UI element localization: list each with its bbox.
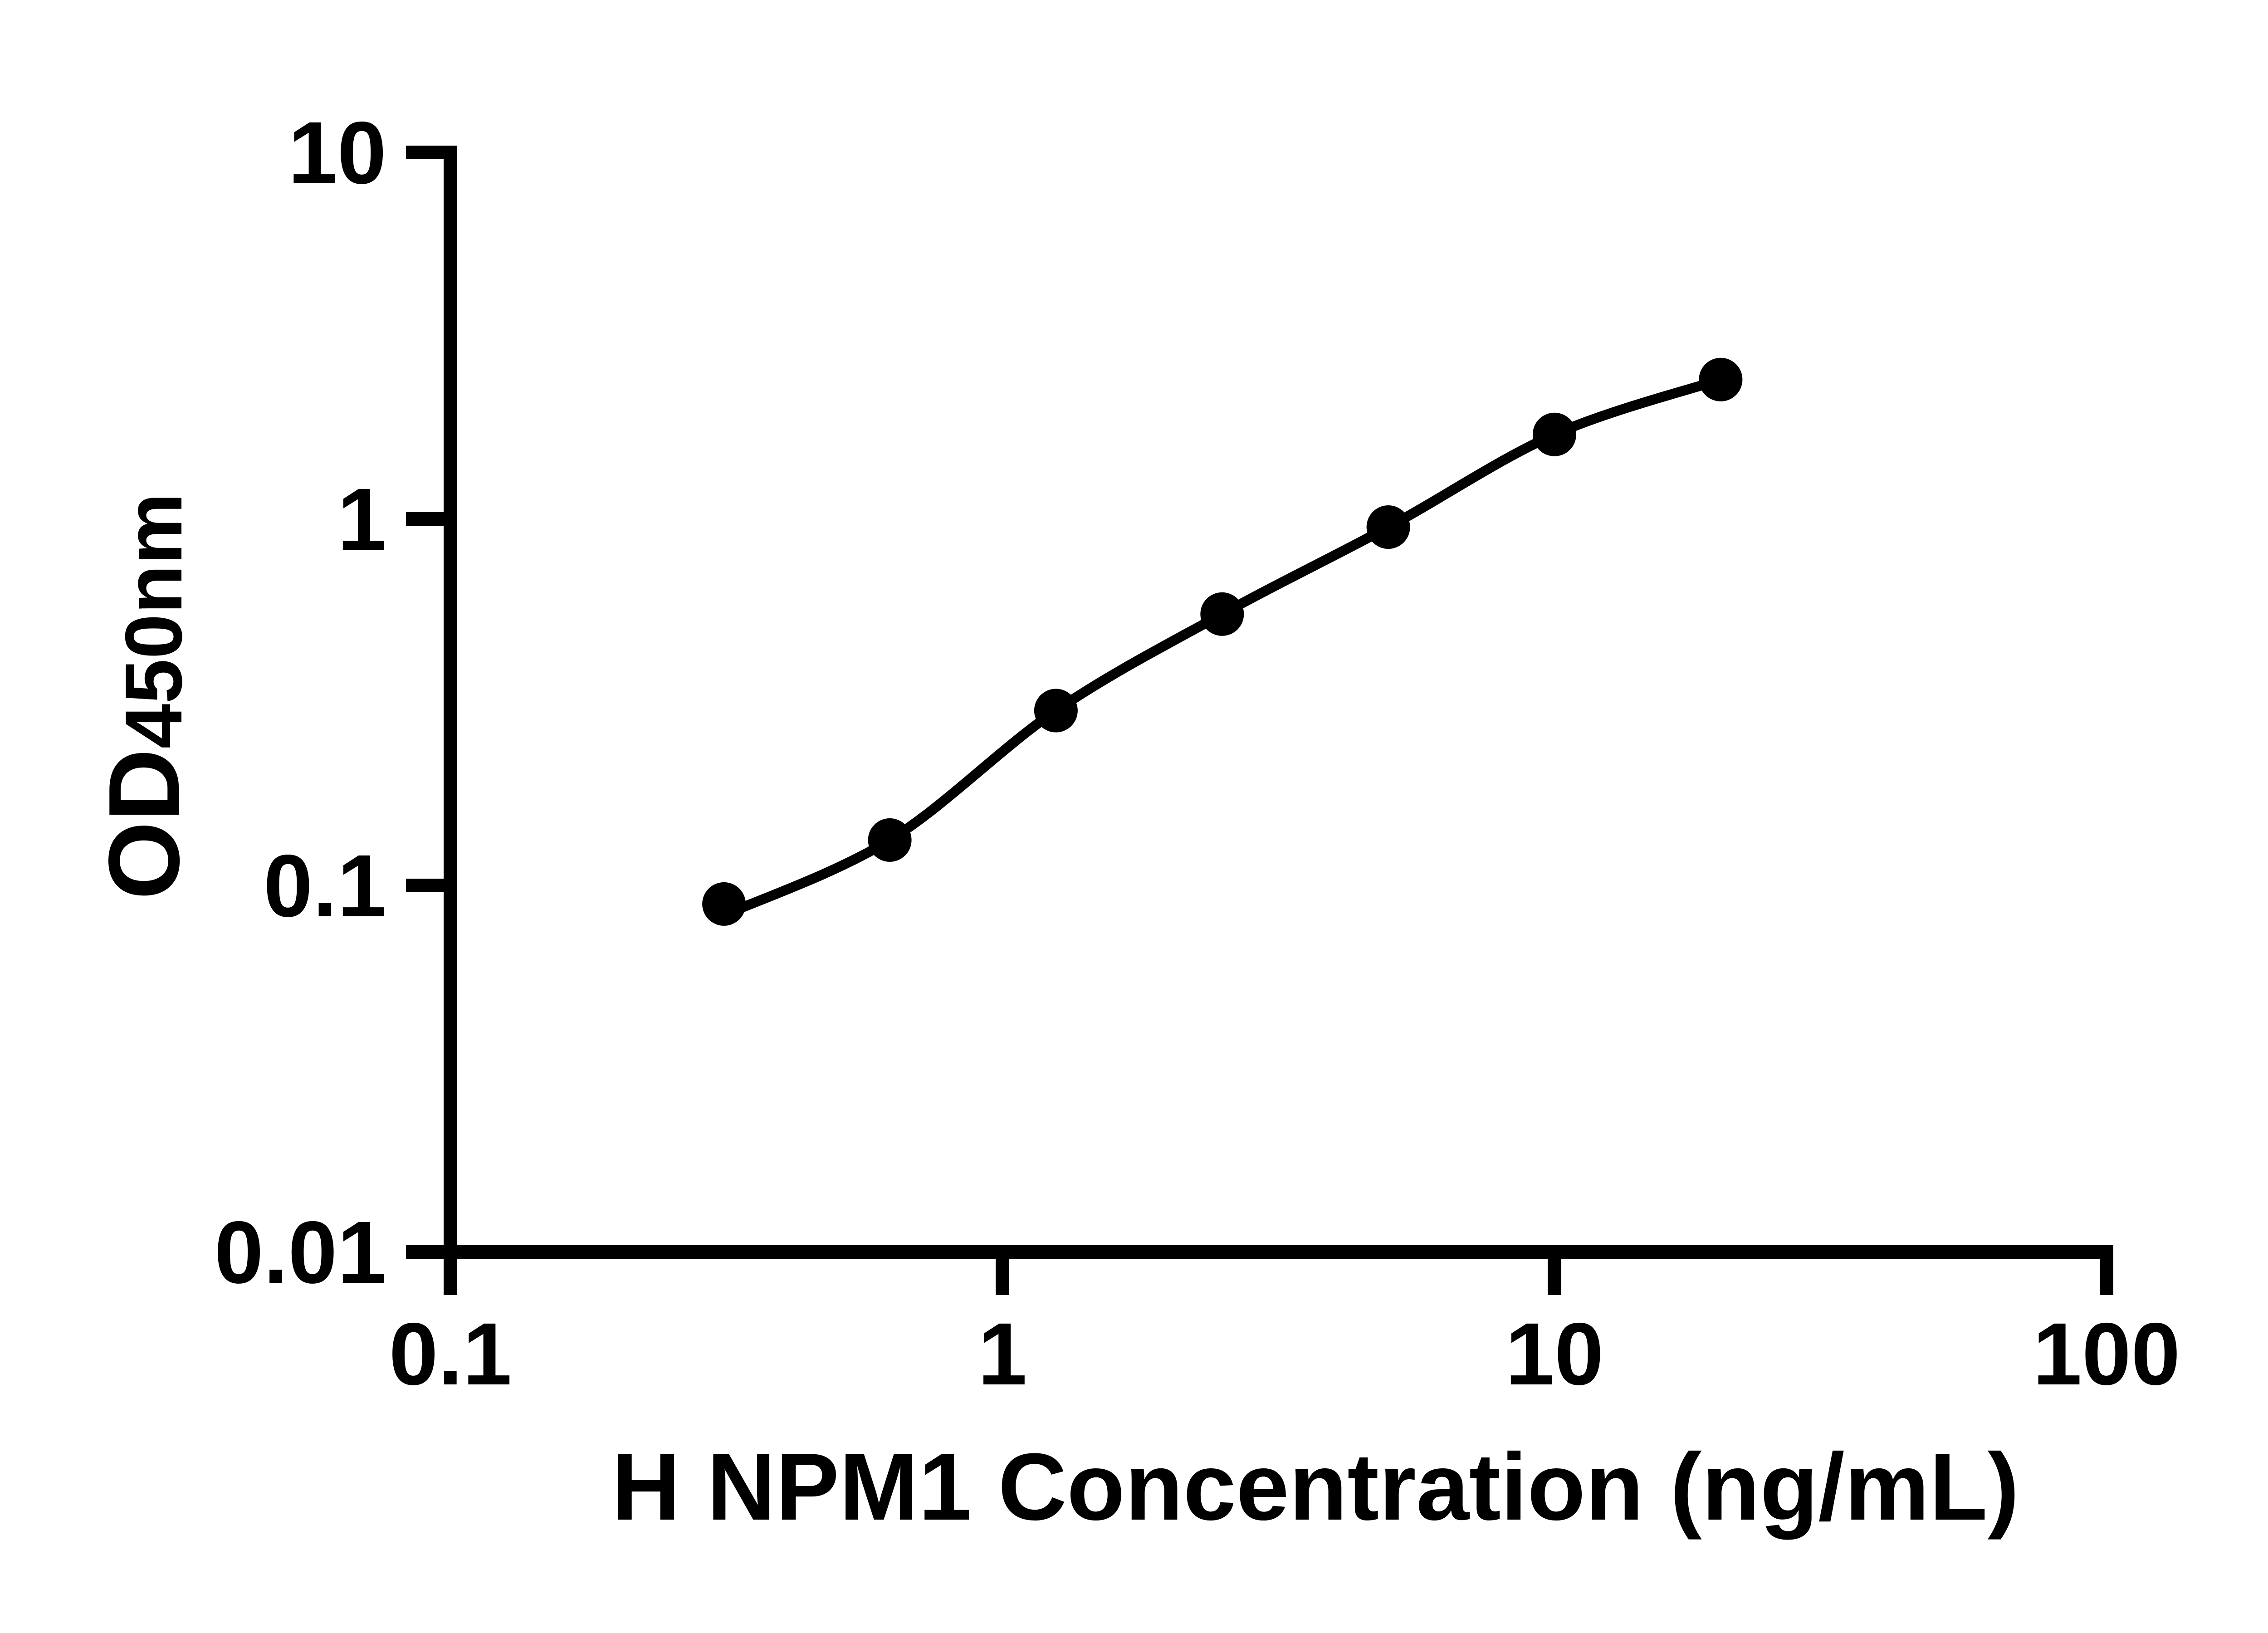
y-tick-label: 10 [288,103,386,202]
y-axis-title-subscript: 450nm [108,493,199,749]
x-axis-title: H NPM1 Concentration (ng/mL) [611,1433,2019,1540]
data-point [1533,412,1576,456]
x-tick-label: 100 [2033,1305,2180,1403]
data-point [1366,505,1410,549]
y-tick-label: 0.01 [214,1203,386,1302]
y-axis-ticks: 10 1 0.1 0.01 [214,103,444,1302]
y-tick-label: 1 [337,470,386,569]
x-tick-label: 0.1 [389,1305,512,1403]
data-point [1200,592,1244,636]
data-point [1699,357,1743,401]
axes [444,146,2113,1259]
x-tick-label: 10 [1505,1305,1604,1403]
x-tick-label: 1 [978,1305,1027,1403]
y-axis-title: OD450nm [88,493,200,900]
data-point [1034,689,1078,733]
data-point [868,818,912,862]
y-tick-label: 0.1 [264,836,386,935]
data-series [702,357,1743,926]
data-point [702,882,746,926]
y-axis-title-main: OD [88,749,200,900]
x-axis-ticks: 0.1 1 10 100 [389,1259,2180,1403]
